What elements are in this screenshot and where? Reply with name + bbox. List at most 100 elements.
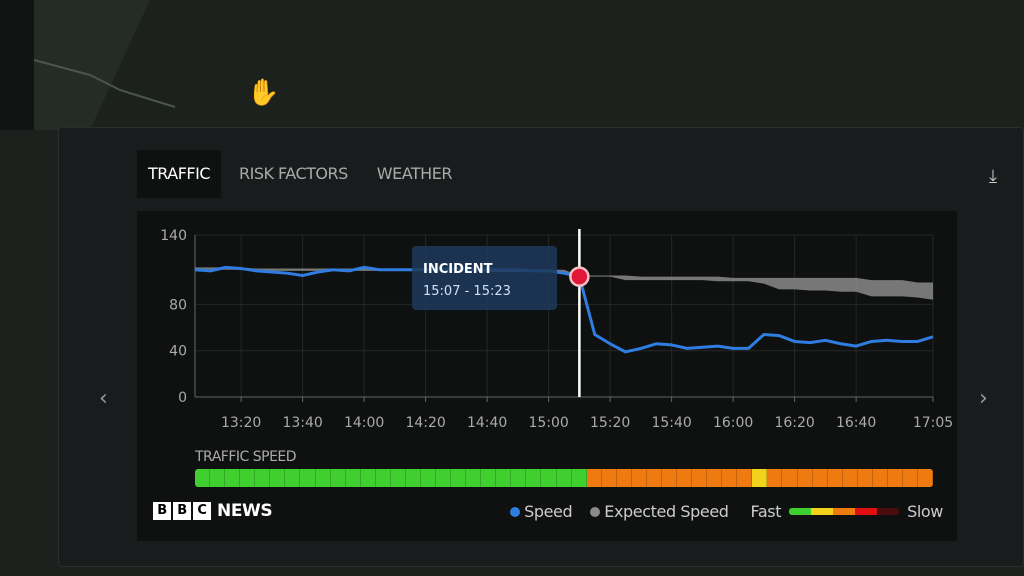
scale-very-slow	[877, 507, 900, 515]
bbc-news-logo: B B C NEWS	[153, 501, 273, 521]
x-tick-label: 14:40	[467, 415, 507, 431]
tab-weather[interactable]: WEATHER	[376, 164, 453, 183]
speed-segment-fast	[300, 469, 316, 487]
speed-segment-medium	[631, 469, 647, 487]
speed-segment-fast	[541, 469, 557, 487]
legend-speed: Speed	[510, 501, 573, 521]
x-tick-label: 16:40	[836, 415, 876, 431]
legend-speed-label: Speed	[524, 501, 573, 521]
speed-segment-fast	[436, 469, 452, 487]
speed-segment-fast	[195, 469, 211, 487]
speed-line	[194, 265, 934, 354]
speed-segment-fast	[270, 469, 286, 487]
speed-segment-medium	[646, 469, 662, 487]
tab-traffic[interactable]: TRAFFIC	[137, 150, 221, 198]
speed-segment-medium	[857, 469, 873, 487]
chevron-left-icon[interactable]: ‹	[99, 386, 108, 411]
incident-marker-dot	[569, 266, 590, 287]
speed-segment-medium	[842, 469, 858, 487]
speed-segment-medium	[586, 469, 602, 487]
speed-segment-fast	[225, 469, 241, 487]
x-tick-label: 16:20	[774, 415, 814, 431]
legend-expected-label: Expected Speed	[604, 501, 729, 521]
chart-footer: B B C NEWS Speed Expected Speed Fast Slo…	[153, 501, 943, 521]
logo-letter: B	[153, 502, 171, 520]
incident-title: INCIDENT	[423, 262, 493, 277]
speed-segment-moderate	[752, 469, 768, 487]
logo-word: NEWS	[217, 501, 273, 521]
speed-segment-fast	[420, 469, 436, 487]
speed-segment-fast	[210, 469, 226, 487]
speed-segment-fast	[511, 469, 527, 487]
tab-risk-factors[interactable]: RISK FACTORS	[238, 164, 348, 183]
x-tick-label: 17:05	[913, 415, 953, 431]
speed-segment-fast	[330, 469, 346, 487]
speed-segment-medium	[707, 469, 723, 487]
hand-cursor-icon: ✋	[247, 78, 280, 108]
speed-segment-fast	[526, 469, 542, 487]
logo-letter: C	[193, 502, 211, 520]
speed-segment-medium	[692, 469, 708, 487]
x-tick-label: 13:20	[221, 415, 261, 431]
speed-segment-medium	[902, 469, 918, 487]
speed-segment-fast	[571, 469, 587, 487]
x-tick-label: 13:40	[282, 415, 322, 431]
y-tick-label: 140	[160, 228, 187, 244]
x-tick-label: 14:00	[344, 415, 384, 431]
x-tick-label: 16:00	[713, 415, 753, 431]
speed-segment-fast	[496, 469, 512, 487]
traffic-panel: TRAFFIC RISK FACTORS WEATHER ⤓ ‹ › 0 40 80…	[58, 127, 1024, 567]
expected-dot-icon	[590, 506, 601, 517]
speed-segment-medium	[797, 469, 813, 487]
scale-slow	[855, 507, 878, 515]
logo-letter: B	[173, 502, 191, 520]
speed-segment-fast	[285, 469, 301, 487]
legend-fast-label: Fast	[750, 501, 782, 521]
download-icon[interactable]: ⤓	[989, 166, 997, 187]
y-tick-label: 80	[169, 297, 187, 313]
speed-color-scale	[789, 507, 900, 515]
speed-segment-medium	[918, 469, 933, 487]
speed-segment-medium	[722, 469, 738, 487]
speed-segment-medium	[737, 469, 753, 487]
speed-segment-fast	[240, 469, 256, 487]
traffic-speed-label: TRAFFIC SPEED	[195, 449, 297, 465]
x-tick-label: 15:00	[528, 415, 568, 431]
speed-segment-fast	[315, 469, 331, 487]
incident-range: 15:07 - 15:23	[423, 284, 511, 299]
speed-segment-medium	[601, 469, 617, 487]
x-tick-label: 15:40	[651, 415, 691, 431]
speed-segment-medium	[812, 469, 828, 487]
legend-expected: Expected Speed	[590, 501, 729, 521]
speed-segment-fast	[556, 469, 572, 487]
legend: Speed Expected Speed Fast Slow	[510, 502, 943, 521]
tab-bar: TRAFFIC RISK FACTORS WEATHER	[137, 150, 470, 198]
chart-card: 0 40 80 140 13:20 13:40 14:00 14:20 14:40 15:00 15…	[137, 211, 957, 541]
traffic-speed-bar	[195, 469, 933, 487]
y-tick-label: 0	[178, 390, 187, 406]
scale-fast	[789, 507, 812, 515]
speed-dot-icon	[510, 506, 521, 517]
speed-segment-fast	[360, 469, 376, 487]
speed-segment-fast	[451, 469, 467, 487]
scale-medium	[833, 507, 856, 515]
speed-segment-medium	[827, 469, 843, 487]
incident-tooltip	[412, 246, 557, 310]
speed-segment-medium	[616, 469, 632, 487]
x-tick-label: 14:20	[405, 415, 445, 431]
speed-segment-fast	[481, 469, 497, 487]
speed-segment-medium	[661, 469, 677, 487]
x-tick-label: 15:20	[590, 415, 630, 431]
speed-segment-medium	[782, 469, 798, 487]
speed-segment-medium	[887, 469, 903, 487]
scale-moderate	[811, 507, 834, 515]
speed-segment-medium	[767, 469, 783, 487]
speed-segment-medium	[677, 469, 693, 487]
speed-segment-fast	[466, 469, 482, 487]
y-tick-label: 40	[169, 344, 187, 360]
speed-segment-fast	[405, 469, 421, 487]
chevron-right-icon[interactable]: ›	[979, 386, 988, 411]
speed-segment-fast	[255, 469, 271, 487]
speed-segment-medium	[872, 469, 888, 487]
legend-slow-label: Slow	[907, 501, 943, 521]
